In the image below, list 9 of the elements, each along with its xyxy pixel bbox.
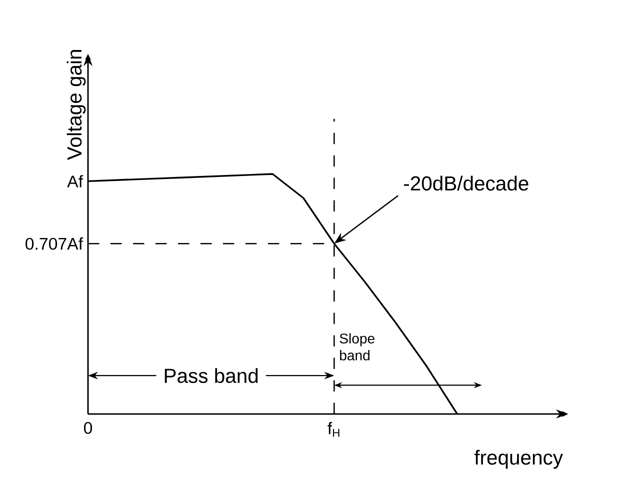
annotation: Slope band — [340, 333, 374, 360]
x-axis-title: frequency — [474, 450, 563, 469]
y-axis-title: Voltage gain — [66, 50, 86, 160]
x-tick-label: 0 — [84, 422, 92, 434]
ref-line-label: 0.707Af — [26, 237, 84, 250]
annotation: Af — [67, 175, 84, 188]
annotation: Pass band — [164, 368, 258, 384]
annotation: -20dB/decade — [404, 176, 528, 191]
x-tick-label: f$_{H}$ — [328, 422, 340, 437]
